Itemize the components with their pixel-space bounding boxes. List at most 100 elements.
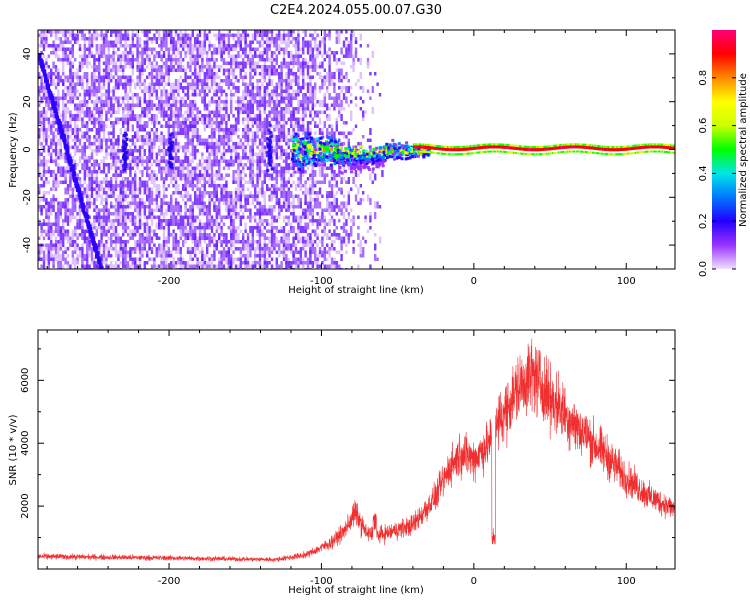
heatmap-cell xyxy=(263,149,266,153)
heatmap-cell xyxy=(191,201,194,205)
heatmap-cell xyxy=(42,222,46,226)
heatmap-cell xyxy=(220,93,223,97)
heatmap-cell xyxy=(64,229,67,233)
heatmap-cell xyxy=(249,191,252,195)
heatmap-cell xyxy=(54,159,58,167)
heatmap-cell xyxy=(138,37,142,44)
heatmap-cell xyxy=(258,201,262,205)
heatmap-cell xyxy=(69,61,72,65)
heatmap-cell xyxy=(294,44,298,51)
heatmap-cell xyxy=(263,180,266,184)
heatmap-cell xyxy=(282,152,286,156)
heatmap-cell xyxy=(184,54,187,58)
heatmap-cell xyxy=(186,177,190,184)
heatmap-cell xyxy=(311,65,314,69)
heatmap-cell xyxy=(285,254,288,258)
heatmap-cell xyxy=(184,93,187,97)
heatmap-cell xyxy=(254,51,257,58)
heatmap-cell xyxy=(69,264,72,269)
heatmap-cell xyxy=(215,177,218,181)
heatmap-cell xyxy=(170,124,173,128)
heatmap-cell xyxy=(230,243,233,247)
heatmap-cell xyxy=(237,184,240,188)
heatmap-cell xyxy=(62,96,65,100)
heatmap-cell xyxy=(112,142,115,149)
heatmap-cell xyxy=(167,96,170,104)
heatmap-cell xyxy=(165,173,168,177)
heatmap-cell xyxy=(290,79,293,83)
heatmap-cell xyxy=(131,44,134,48)
heatmap-cell xyxy=(208,194,211,198)
heatmap-cell xyxy=(88,40,91,44)
heatmap-cell xyxy=(244,47,247,51)
heatmap-cell xyxy=(165,100,168,104)
heatmap-cell xyxy=(47,170,50,174)
heatmap-cell xyxy=(40,222,43,230)
heatmap-cell xyxy=(62,257,65,261)
heatmap-cell xyxy=(263,191,266,195)
heatmap-cell xyxy=(227,44,230,48)
heatmap-cell xyxy=(102,170,106,174)
heatmap-cell xyxy=(98,135,101,139)
heatmap-cell xyxy=(186,173,190,177)
heatmap-cell xyxy=(201,156,204,160)
heatmap-cell xyxy=(177,247,180,251)
heatmap-cell xyxy=(218,222,221,226)
heatmap-cell xyxy=(251,236,254,240)
heatmap-cell xyxy=(42,166,46,170)
heatmap-cell xyxy=(198,72,202,79)
heatmap-cell xyxy=(186,33,190,37)
heatmap-cell xyxy=(263,110,266,114)
heatmap-cell xyxy=(158,191,161,195)
heatmap-cell xyxy=(316,51,319,58)
heatmap-cell xyxy=(165,138,168,142)
heatmap-cell xyxy=(136,114,139,121)
heatmap-cell xyxy=(141,72,144,76)
heatmap-cell xyxy=(86,198,89,202)
heatmap-cell xyxy=(66,93,70,97)
heatmap-cell xyxy=(230,61,233,65)
heatmap-cell xyxy=(266,243,269,251)
heatmap-cell xyxy=(179,163,182,167)
heatmap-cell xyxy=(261,191,264,195)
heatmap-cell xyxy=(222,47,226,51)
heatmap-cell xyxy=(232,47,235,51)
heatmap-cell xyxy=(263,247,266,251)
heatmap-cell xyxy=(143,33,146,37)
heatmap-cell xyxy=(110,219,113,226)
heatmap-cell xyxy=(143,191,146,195)
heatmap-cell xyxy=(261,152,264,160)
heatmap-cell xyxy=(93,89,96,93)
heatmap-cell xyxy=(74,163,77,167)
heatmap-cell xyxy=(134,180,137,184)
heatmap-cell xyxy=(203,208,206,212)
heatmap-cell xyxy=(179,124,182,128)
heatmap-cell xyxy=(88,180,91,184)
heatmap-cell xyxy=(218,198,221,202)
heatmap-cell xyxy=(182,128,185,132)
heatmap-cell xyxy=(122,110,125,114)
heatmap-cell xyxy=(256,180,259,184)
heatmap-cell xyxy=(299,240,302,244)
heatmap-cell xyxy=(40,142,43,146)
heatmap-cell xyxy=(215,47,218,51)
heatmap-cell xyxy=(225,198,228,202)
heatmap-cell xyxy=(244,86,247,90)
heatmap-cell xyxy=(117,75,120,79)
heatmap-cell xyxy=(95,170,98,174)
heatmap-cell xyxy=(201,184,204,188)
heatmap-cell xyxy=(40,51,43,55)
heatmap-cell xyxy=(110,107,113,111)
heatmap-cell xyxy=(304,110,307,114)
heatmap-cell xyxy=(71,47,74,51)
heatmap-cell xyxy=(227,194,230,198)
heatmap-cell xyxy=(287,187,290,191)
heatmap-cell xyxy=(66,30,70,34)
heatmap-cell xyxy=(246,124,250,128)
heatmap-cell xyxy=(196,117,199,121)
heatmap-cell xyxy=(93,72,96,76)
heatmap-cell xyxy=(285,264,288,268)
heatmap-cell xyxy=(206,264,209,268)
heatmap-cell xyxy=(162,194,166,198)
heatmap-cell xyxy=(42,114,46,118)
